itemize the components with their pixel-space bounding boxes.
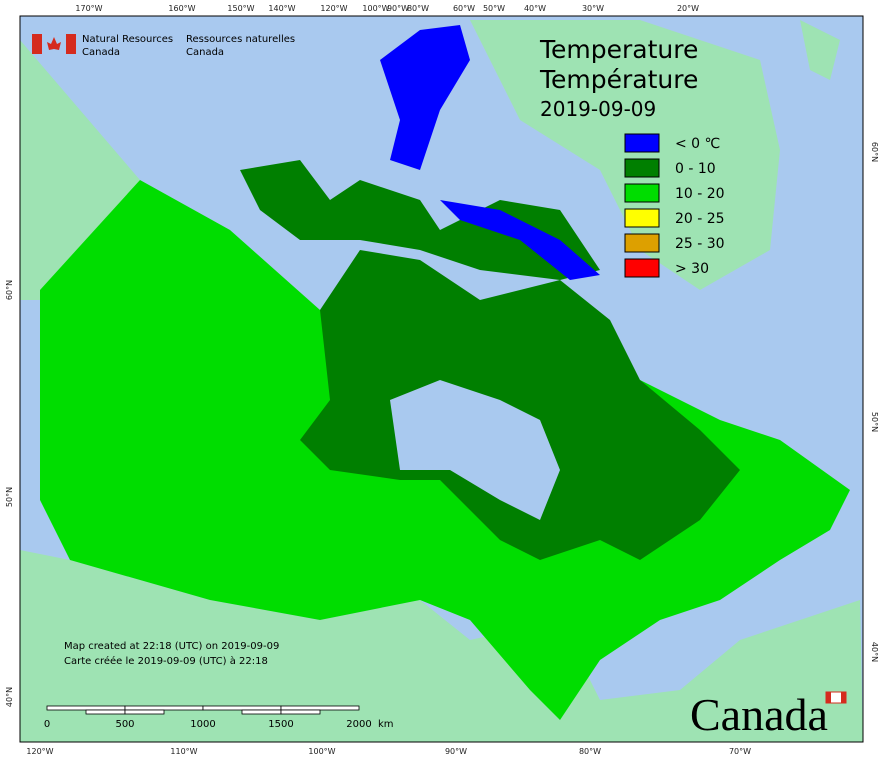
legend-label: 0 - 10 xyxy=(675,161,716,177)
lon-label: 140°W xyxy=(268,4,295,13)
maple-leaf xyxy=(47,37,61,50)
legend-swatch xyxy=(624,233,660,253)
lon-label: 100°W xyxy=(362,4,389,13)
legend-label: 25 - 30 xyxy=(675,236,725,252)
legend-swatch xyxy=(624,208,660,228)
legend-swatch xyxy=(624,258,660,278)
lon-label: 60°W xyxy=(453,4,475,13)
lon-label: 160°W xyxy=(168,4,195,13)
frame-border xyxy=(19,15,864,743)
lon-label: 100°W xyxy=(308,747,335,756)
lon-label: 20°W xyxy=(677,4,699,13)
greenland xyxy=(470,20,780,290)
note: Carte créée le 2019-09-09 (UTC) à 22:18 xyxy=(64,655,268,667)
scale-segment xyxy=(280,705,360,711)
scale-label: 1500 xyxy=(268,719,293,730)
legend-swatch xyxy=(624,133,660,153)
lat-label: 40°N xyxy=(870,642,879,662)
arctic-islands xyxy=(240,160,600,280)
legend: < 0 ℃ 0 - 10 10 - 20 20 - 25 25 - 30 > 30 xyxy=(624,133,725,278)
baffin-cold xyxy=(440,200,600,280)
lon-label: 110°W xyxy=(170,747,197,756)
flag-bar xyxy=(32,34,42,54)
legend-label: < 0 ℃ xyxy=(675,136,720,152)
svalbard xyxy=(800,20,840,80)
org-name: Natural Resources xyxy=(82,34,173,45)
org-name: Canada xyxy=(186,47,224,58)
scale-label: 500 xyxy=(115,719,134,730)
lat-label: 60°N xyxy=(5,280,14,300)
scale-segment xyxy=(46,705,126,711)
alaska xyxy=(20,40,140,300)
lon-label: 90°W xyxy=(387,4,409,13)
lat-label: 60°N xyxy=(870,142,879,162)
wordmark-flag xyxy=(826,692,831,703)
scale-label: 1000 xyxy=(190,719,215,730)
legend-swatch xyxy=(624,183,660,203)
map-frame xyxy=(19,15,864,743)
scale-bar: 0 500 1000 1500 2000 km xyxy=(44,705,394,730)
scale-label: 2000 xyxy=(346,719,371,730)
scale-segment xyxy=(280,709,321,715)
legend-label: 20 - 25 xyxy=(675,211,725,227)
lat-label: 40°N xyxy=(5,687,14,707)
note: Map created at 22:18 (UTC) on 2019-09-09 xyxy=(64,641,279,652)
title: Température xyxy=(539,65,698,94)
scale-label: 0 xyxy=(44,719,50,730)
lat-label: 50°N xyxy=(5,487,14,507)
graticule-labels: 170°W 160°W 150°W 140°W 120°W 100°W90°W80°W 60… xyxy=(5,4,879,756)
lon-label: 120°W xyxy=(320,4,347,13)
lon-label: 80°W xyxy=(579,747,601,756)
scale-unit: km xyxy=(378,719,394,730)
lon-label: 40°W xyxy=(524,4,546,13)
lon-label: 80°W xyxy=(407,4,429,13)
flag-bar xyxy=(66,34,76,54)
lon-label: 70°W xyxy=(729,747,751,756)
ellesmere-cold xyxy=(380,25,470,170)
lon-label: 50°W xyxy=(483,4,505,13)
lon-label: 30°W xyxy=(582,4,604,13)
legend-label: 10 - 20 xyxy=(675,186,725,202)
wordmark: Canada xyxy=(690,689,828,740)
date: 2019-09-09 xyxy=(540,97,656,121)
legend-label: > 30 xyxy=(675,261,709,277)
scale-segment xyxy=(124,705,204,711)
usa xyxy=(20,550,863,742)
hudson-bay xyxy=(390,380,560,520)
wordmark-flag xyxy=(841,692,846,703)
lon-label: 90°W xyxy=(445,747,467,756)
scale-segment xyxy=(85,709,126,715)
org-name: Ressources naturelles xyxy=(186,34,295,45)
org-name: Canada xyxy=(82,47,120,58)
title: Temperature xyxy=(539,35,698,64)
lat-label: 50°N xyxy=(870,412,879,432)
lon-label: 150°W xyxy=(227,4,254,13)
scale-segment xyxy=(202,705,282,711)
scale-segment xyxy=(241,709,282,715)
lon-label: 120°W xyxy=(26,747,53,756)
legend-swatch xyxy=(624,158,660,178)
scale-segment xyxy=(124,709,165,715)
canada-north xyxy=(300,250,740,560)
lon-label: 170°W xyxy=(75,4,102,13)
